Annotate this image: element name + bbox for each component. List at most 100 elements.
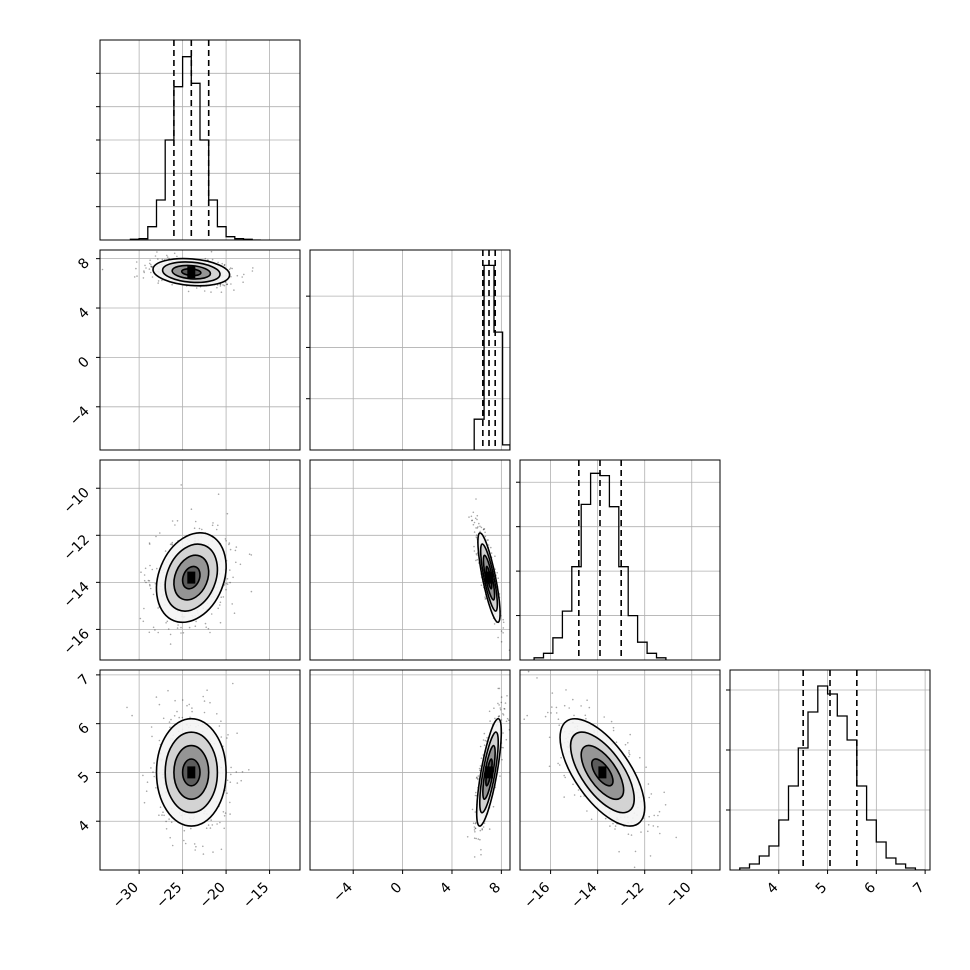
panel-frame-4-4	[729, 669, 931, 871]
scatter-point	[241, 771, 244, 773]
scatter-point	[143, 271, 145, 274]
scatter-point	[564, 776, 566, 779]
scatter-point	[502, 618, 505, 621]
scatter-point	[221, 262, 223, 265]
scatter-point	[157, 280, 160, 282]
scatter-point	[498, 715, 501, 717]
scatter-point	[189, 716, 191, 719]
scatter-point	[223, 815, 226, 817]
scatter-point	[474, 827, 477, 830]
scatter-point	[475, 559, 477, 562]
scatter-point	[476, 537, 478, 539]
scatter-point	[250, 554, 253, 556]
scatter-point	[131, 714, 133, 717]
scatter-point	[222, 596, 225, 598]
scatter-point	[470, 515, 473, 518]
scatter-point	[563, 796, 565, 798]
panel-frame-4-1	[99, 669, 301, 871]
scatter-point	[143, 579, 146, 582]
scatter-point	[565, 689, 567, 691]
xtick-label-4-3: 6	[862, 879, 880, 897]
scatter-point	[663, 791, 665, 794]
scatter-point	[167, 628, 170, 630]
density-3	[126, 682, 250, 855]
scatter-point	[222, 811, 225, 813]
scatter-point	[156, 251, 158, 253]
scatter-point	[473, 829, 476, 831]
scatter-point	[615, 741, 618, 743]
scatter-point	[493, 623, 496, 625]
scatter-point	[212, 522, 214, 524]
scatter-point	[149, 584, 151, 587]
scatter-point	[472, 822, 475, 824]
scatter-point	[191, 707, 193, 709]
scatter-point	[229, 581, 231, 584]
scatter-point	[250, 590, 253, 593]
scatter-point	[229, 548, 232, 551]
scatter-point	[223, 827, 225, 830]
density-peak	[187, 266, 196, 279]
scatter-point	[503, 707, 506, 710]
scatter-point	[474, 811, 477, 813]
scatter-point	[151, 265, 153, 268]
scatter-point	[473, 550, 476, 552]
scatter-point	[645, 766, 647, 768]
scatter-point	[171, 844, 174, 847]
density-peak	[598, 766, 607, 779]
scatter-point	[223, 264, 226, 267]
scatter-point	[628, 752, 630, 754]
scatter-point	[210, 819, 212, 821]
scatter-point	[225, 588, 227, 591]
scatter-point	[188, 703, 190, 706]
scatter-point	[475, 777, 478, 779]
scatter-point	[190, 508, 193, 511]
scatter-point	[690, 895, 692, 897]
scatter-point	[216, 713, 218, 715]
scatter-point	[568, 707, 570, 709]
density-1	[139, 484, 253, 645]
scatter-point	[212, 851, 214, 853]
scatter-point	[628, 750, 630, 752]
scatter-point	[499, 775, 501, 777]
scatter-point	[480, 757, 483, 759]
scatter-point	[187, 290, 190, 293]
scatter-point	[136, 275, 138, 277]
scatter-point	[484, 531, 486, 534]
ytick-label-2-2: 0	[75, 354, 93, 372]
scatter-point	[572, 783, 574, 786]
scatter-point	[483, 528, 486, 530]
scatter-point	[487, 539, 490, 541]
scatter-point	[573, 794, 576, 796]
scatter-point	[479, 525, 481, 528]
scatter-point	[502, 714, 505, 716]
scatter-point	[148, 543, 151, 545]
scatter-point	[140, 571, 142, 573]
scatter-point	[473, 856, 476, 858]
scatter-point	[155, 696, 158, 698]
scatter-point	[228, 543, 230, 546]
density-5	[523, 670, 692, 897]
scatter-point	[479, 765, 482, 767]
scatter-point	[505, 720, 508, 723]
scatter-point	[664, 804, 667, 806]
scatter-point	[174, 699, 176, 702]
scatter-point	[497, 687, 500, 690]
scatter-point	[226, 792, 228, 794]
scatter-point	[146, 781, 149, 783]
scatter-point	[233, 289, 235, 291]
scatter-point	[157, 631, 159, 634]
xtick-label-1-1: −30	[110, 880, 142, 912]
scatter-point	[157, 258, 159, 260]
xtick-label-4-1: 4	[764, 879, 782, 897]
ytick-label-3-3: −12	[61, 532, 93, 564]
scatter-point	[560, 756, 562, 759]
scatter-point	[502, 746, 504, 749]
scatter-point	[224, 281, 227, 284]
scatter-point	[165, 828, 168, 830]
scatter-point	[506, 717, 509, 720]
scatter-point	[468, 516, 470, 518]
scatter-point	[476, 514, 479, 517]
scatter-point	[657, 814, 659, 817]
scatter-point	[204, 257, 207, 260]
scatter-point	[248, 553, 251, 555]
